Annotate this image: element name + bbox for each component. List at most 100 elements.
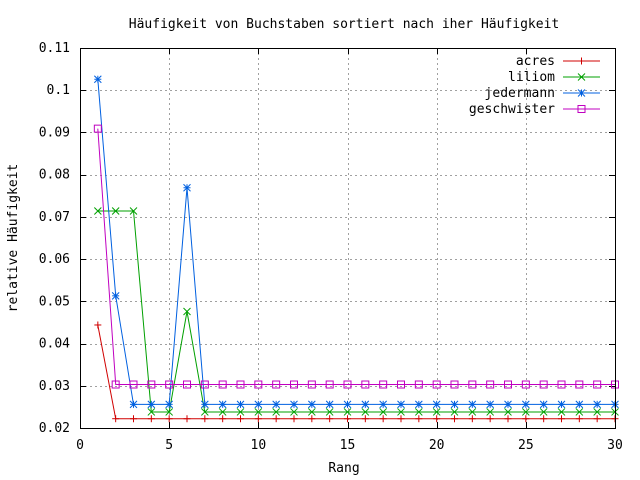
series-line-liliom (97, 210, 615, 413)
legend-marker (577, 73, 586, 81)
data-point-geschwister (254, 380, 263, 389)
data-point-jedermann (93, 75, 102, 84)
data-point-geschwister (165, 380, 174, 389)
data-point-acres (344, 415, 351, 423)
data-point-acres (558, 415, 565, 423)
data-point-geschwister (325, 380, 334, 389)
data-point-liliom (468, 408, 477, 416)
data-point-jedermann (111, 291, 120, 300)
data-point-geschwister (218, 380, 227, 389)
y-tick-label: 0.09 (39, 125, 70, 140)
data-point-acres (308, 415, 316, 423)
data-point-jedermann (379, 400, 388, 409)
data-point-geschwister (379, 380, 388, 389)
data-point-jedermann (521, 400, 530, 409)
data-point-geschwister (200, 380, 209, 389)
data-point-acres (237, 415, 244, 423)
y-tick-label: 0.1 (47, 83, 70, 98)
data-point-liliom (200, 408, 209, 416)
data-point-geschwister (290, 380, 298, 389)
legend-label: acres (516, 54, 555, 69)
data-point-acres (379, 415, 387, 423)
data-point-liliom (450, 408, 459, 416)
data-point-liliom (147, 408, 156, 416)
y-tick-label: 0.06 (39, 252, 70, 267)
data-point-jedermann (414, 400, 423, 409)
series-jedermann (93, 75, 619, 409)
data-point-geschwister (468, 380, 477, 389)
data-point-jedermann (450, 400, 459, 409)
data-point-geschwister (593, 380, 602, 389)
chart-title: Häufigkeit von Buchstaben sortiert nach … (129, 17, 559, 32)
y-tick-label: 0.02 (39, 421, 70, 436)
data-point-jedermann (290, 400, 298, 409)
data-point-acres (254, 415, 262, 423)
data-point-geschwister (557, 380, 566, 389)
data-point-acres (504, 415, 512, 423)
data-point-acres (272, 415, 280, 423)
y-tick-label: 0.11 (39, 41, 70, 56)
data-point-geschwister (486, 380, 495, 389)
data-point-jedermann (254, 400, 263, 409)
legend-label: liliom (508, 70, 555, 85)
legend-label: jedermann (485, 86, 555, 101)
data-point-liliom (272, 408, 281, 416)
data-point-liliom (379, 408, 388, 416)
data-point-geschwister (307, 380, 316, 389)
data-point-acres (183, 415, 191, 423)
data-point-liliom (325, 408, 334, 416)
data-point-acres (397, 415, 405, 423)
data-point-liliom (254, 408, 263, 416)
data-point-liliom (165, 408, 174, 416)
data-point-liliom (343, 408, 352, 416)
x-tick-label: 25 (518, 438, 534, 453)
y-tick-label: 0.08 (39, 168, 70, 183)
data-point-acres (433, 415, 441, 423)
data-point-geschwister (432, 380, 441, 389)
grid (80, 48, 616, 429)
y-tick-label: 0.05 (39, 294, 70, 309)
legend-item-jedermann: jedermann (485, 86, 600, 101)
data-point-liliom (539, 408, 548, 416)
data-point-liliom (432, 408, 441, 416)
data-point-jedermann (504, 400, 512, 409)
data-point-jedermann (575, 400, 584, 409)
data-point-acres (290, 415, 298, 423)
data-point-liliom (93, 207, 102, 215)
data-point-liliom (218, 408, 227, 416)
x-tick-label: 0 (76, 438, 84, 453)
data-point-acres (486, 415, 494, 423)
data-point-geschwister (539, 380, 548, 389)
data-point-liliom (183, 307, 191, 316)
data-point-liliom (593, 408, 602, 416)
y-tick-label: 0.03 (39, 379, 70, 394)
x-axis-label: Rang (328, 461, 359, 476)
data-point-liliom (521, 408, 530, 416)
data-point-geschwister (147, 380, 156, 389)
data-point-acres (361, 415, 369, 423)
data-point-acres (415, 415, 423, 423)
data-point-geschwister (397, 380, 405, 389)
series-geschwister (93, 124, 619, 389)
data-point-acres (130, 415, 137, 423)
legend-marker (577, 105, 586, 113)
legend-item-acres: acres (516, 54, 600, 69)
data-point-geschwister (450, 380, 459, 389)
tick-labels: 0 5 10 15 20 25 30 0.02 0.03 0.04 0.05 0.06 0.07 0.08… (39, 41, 623, 453)
series-line-geschwister (97, 128, 615, 385)
data-point-acres (94, 321, 102, 329)
data-point-acres (147, 415, 155, 423)
data-point-liliom (290, 408, 298, 416)
legend-item-liliom: liliom (508, 70, 600, 85)
data-point-geschwister (414, 380, 423, 389)
data-point-liliom (397, 408, 405, 416)
data-point-liliom (307, 408, 316, 416)
data-point-geschwister (129, 380, 138, 389)
data-point-jedermann (129, 400, 138, 409)
series-layer (93, 75, 619, 423)
x-tick-label: 10 (251, 438, 267, 453)
data-point-liliom (236, 408, 245, 416)
